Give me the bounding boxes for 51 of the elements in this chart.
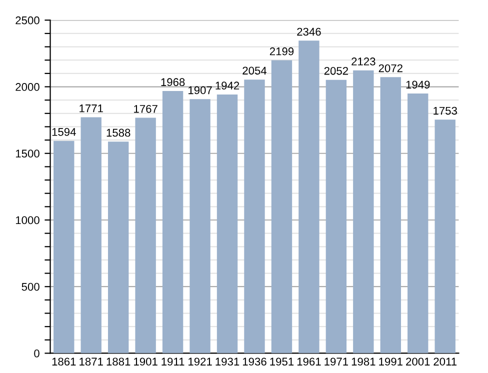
x-tick-label: 1971 — [324, 358, 348, 366]
x-tick-label: 1991 — [379, 358, 402, 366]
x-tick-label: 1936 — [242, 358, 266, 366]
bar — [380, 77, 401, 354]
bar — [271, 60, 292, 354]
y-tick-label: 500 — [22, 282, 40, 291]
data-label: 1767 — [134, 104, 158, 113]
y-tick-label: 0 — [34, 350, 40, 358]
x-tick-label: 1951 — [270, 358, 294, 366]
data-label: 2052 — [324, 66, 348, 75]
bar — [244, 80, 265, 354]
bar — [54, 140, 74, 354]
data-label: 1949 — [406, 80, 430, 89]
data-label: 1588 — [106, 128, 130, 137]
data-label: 1968 — [161, 78, 185, 86]
data-label: 2346 — [297, 28, 321, 36]
x-tick-label: 1901 — [134, 358, 158, 366]
x-tick-label: 1921 — [188, 358, 212, 366]
bar — [353, 70, 374, 354]
y-tick-label: 1500 — [16, 150, 40, 158]
x-tick-label: 1961 — [297, 358, 321, 366]
data-label: 1942 — [216, 82, 240, 90]
bar — [326, 80, 347, 354]
data-label: 2072 — [378, 64, 402, 72]
data-label: 1753 — [434, 106, 457, 115]
x-tick-label: 1881 — [106, 358, 130, 366]
data-label: 1907 — [188, 86, 212, 94]
data-label: 2054 — [242, 66, 267, 75]
x-tick-label: 1911 — [162, 358, 184, 366]
x-tick-label: 1931 — [216, 358, 240, 366]
bar — [108, 142, 129, 354]
y-tick-label: 1000 — [16, 216, 40, 224]
x-tick-label: 1861 — [52, 358, 76, 366]
x-tick-label: 1871 — [80, 358, 103, 366]
data-label: 1594 — [52, 128, 76, 136]
data-label: 1771 — [80, 104, 103, 112]
bar — [162, 91, 184, 354]
bar — [298, 40, 320, 354]
y-tick-label: 2500 — [16, 16, 40, 24]
bar — [216, 94, 238, 354]
x-tick-label: 1981 — [352, 358, 376, 366]
bar — [434, 120, 456, 354]
data-label: 2123 — [352, 58, 376, 66]
y-tick-label: 2000 — [16, 83, 40, 91]
bar — [80, 117, 102, 354]
x-tick-label: 2011 — [434, 358, 457, 366]
bar — [408, 94, 428, 354]
bar — [135, 118, 156, 354]
x-tick-label: 2001 — [406, 358, 430, 366]
bar — [190, 99, 210, 354]
data-label: 2199 — [270, 47, 294, 56]
